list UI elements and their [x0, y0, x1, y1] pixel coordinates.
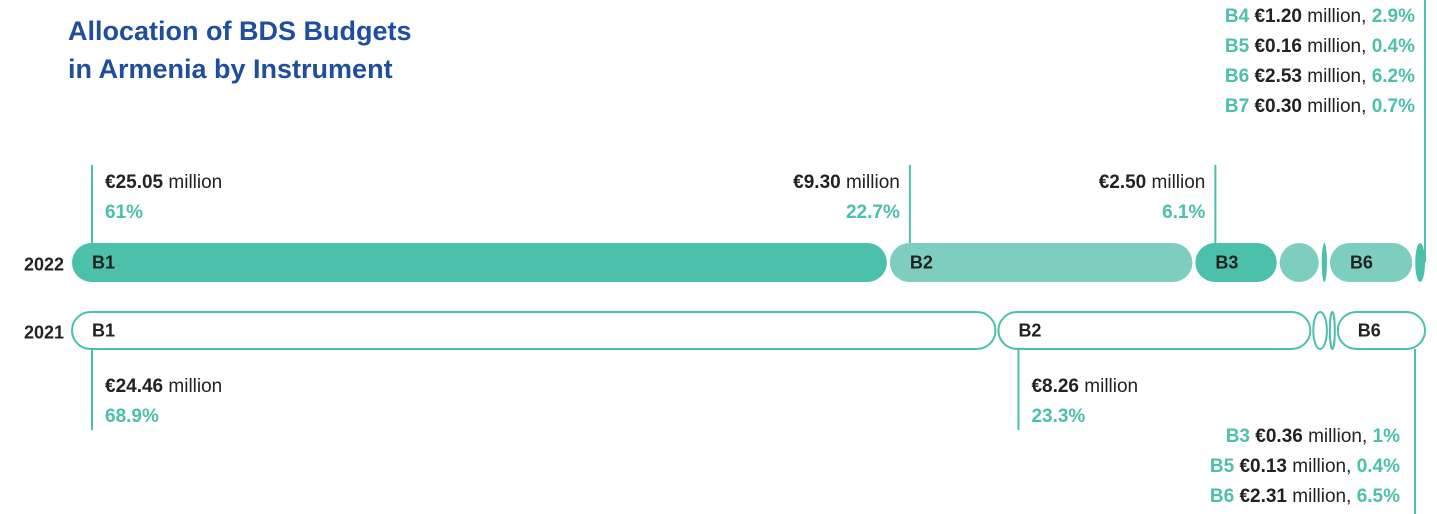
segment-name: B3 [1215, 252, 1238, 272]
value: €25.05 [105, 172, 164, 193]
value-label: €24.46 million [105, 376, 222, 397]
unit: million [1307, 6, 1361, 27]
stacked-label: B6 €2.31 million, 6.5% [1210, 486, 1400, 507]
bar-segment [1279, 243, 1319, 282]
stacked-label: B7 €0.30 million, 0.7% [1225, 96, 1415, 117]
value: €2.50 [1099, 172, 1147, 193]
share: 0.7% [1372, 96, 1415, 117]
share: 0.4% [1372, 36, 1415, 57]
segment-name: B6 [1210, 486, 1234, 507]
value: €9.30 [793, 172, 841, 193]
value-label: €2.50 million [1099, 172, 1206, 193]
share: 0.4% [1357, 456, 1400, 477]
value-label: €25.05 million [105, 172, 222, 193]
segment-name: B5 [1210, 456, 1235, 477]
unit: million [1307, 66, 1361, 87]
share: 6.5% [1357, 486, 1400, 507]
unit: million [1308, 426, 1362, 447]
share-label: 6.1% [1162, 202, 1205, 223]
bar-segment [1415, 243, 1425, 282]
stacked-label: B6 €2.53 million, 6.2% [1225, 66, 1415, 87]
unit: million [846, 172, 900, 193]
bar-segment [997, 311, 1312, 350]
segment-name: B1 [92, 320, 115, 340]
stacked-label: B4 €1.20 million, 2.9% [1225, 6, 1415, 27]
value-label: €9.30 million [793, 172, 900, 193]
stacked-label: B5 €0.13 million, 0.4% [1210, 456, 1400, 477]
share: 2.9% [1372, 6, 1415, 27]
unit: million [1152, 172, 1206, 193]
unit: million [1307, 36, 1361, 57]
value: €0.16 [1254, 36, 1302, 57]
value: €0.13 [1239, 456, 1287, 477]
value: €2.31 [1239, 486, 1287, 507]
value-label: €8.26 million [1031, 376, 1138, 397]
value: €1.20 [1254, 6, 1302, 27]
value: €0.36 [1255, 426, 1303, 447]
segment-name: B6 [1358, 320, 1381, 340]
value: €0.30 [1254, 96, 1302, 117]
separator: , [1361, 6, 1366, 27]
share: 1% [1373, 426, 1401, 447]
unit: million [1307, 96, 1361, 117]
bar-segment [1328, 311, 1336, 350]
unit: million [1292, 456, 1346, 477]
segment-name: B2 [1018, 320, 1041, 340]
value: €2.53 [1254, 66, 1302, 87]
share-label: 22.7% [846, 202, 900, 223]
bar-segment [72, 243, 887, 282]
segment-name: B2 [910, 252, 933, 272]
separator: , [1362, 426, 1367, 447]
bar-segment [1321, 243, 1327, 282]
separator: , [1361, 66, 1366, 87]
separator: , [1346, 486, 1351, 507]
share: 6.2% [1372, 66, 1415, 87]
segment-name: B1 [92, 252, 115, 272]
bar-segment [889, 243, 1193, 282]
segment-name: B6 [1350, 252, 1373, 272]
separator: , [1361, 36, 1366, 57]
value: €24.46 [105, 376, 163, 397]
unit: million [168, 172, 222, 193]
segment-name: B5 [1225, 36, 1250, 57]
share-label: 68.9% [105, 406, 159, 427]
segment-name: B3 [1226, 426, 1250, 447]
chart-title: Allocation of BDS Budgets [68, 16, 412, 46]
separator: , [1361, 96, 1366, 117]
value: €8.26 [1031, 376, 1079, 397]
share-label: 23.3% [1031, 406, 1085, 427]
bar-segment [1195, 243, 1277, 282]
year-label: 2021 [24, 322, 64, 342]
bar-segment [1312, 311, 1328, 350]
stacked-label: B5 €0.16 million, 0.4% [1225, 36, 1415, 57]
year-label: 2022 [24, 254, 64, 274]
unit: million [1292, 486, 1346, 507]
segment-name: B6 [1225, 66, 1249, 87]
unit: million [168, 376, 222, 397]
chart-title: in Armenia by Instrument [68, 54, 393, 84]
segment-name: B4 [1225, 6, 1250, 27]
segment-name: B7 [1225, 96, 1249, 117]
bar-segment [71, 311, 997, 350]
stacked-label: B3 €0.36 million, 1% [1226, 426, 1400, 447]
unit: million [1084, 376, 1138, 397]
separator: , [1346, 456, 1351, 477]
share-label: 61% [105, 202, 143, 223]
bar-segment [1336, 311, 1426, 350]
bar-segment [1329, 243, 1413, 282]
